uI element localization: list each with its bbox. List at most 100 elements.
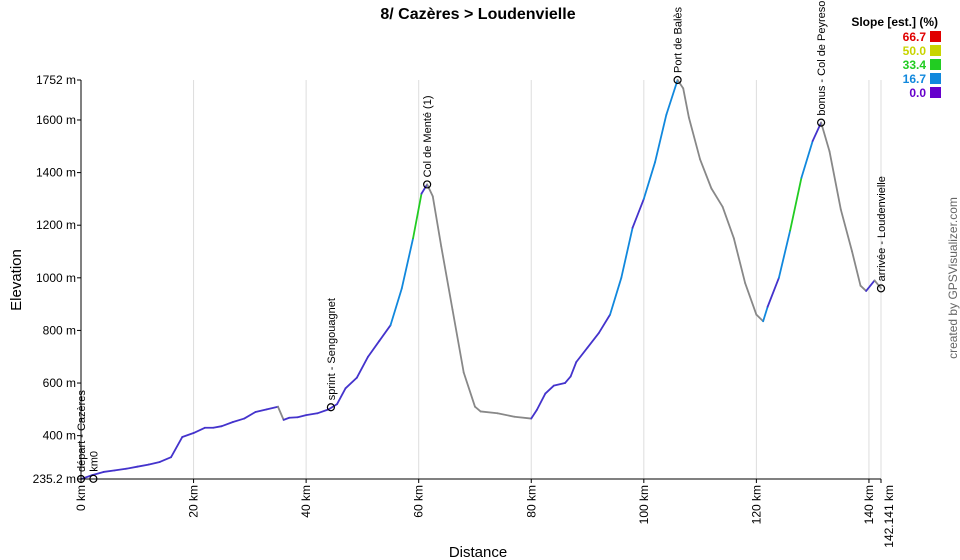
x-tick-label: 0 km xyxy=(74,485,88,511)
profile-segment xyxy=(777,229,792,279)
profile-segment xyxy=(597,313,611,334)
elevation-profile xyxy=(80,79,882,480)
waypoint-label: Col de Menté (1) xyxy=(422,95,434,177)
y-tick-label: 1000 m xyxy=(36,271,76,285)
profile-segment xyxy=(440,245,454,311)
waypoint-marker xyxy=(326,403,335,412)
x-axis-ticks: 0 km 20 km 40 km 60 km 80 km 100 km 120 km 140 … xyxy=(74,479,896,548)
legend-value: 0.0 xyxy=(909,86,926,100)
x-axis-label: Distance xyxy=(449,544,507,560)
waypoint-marker xyxy=(89,474,98,483)
profile-segment xyxy=(181,432,195,438)
profile-segment xyxy=(569,361,578,378)
y-tick-label: 235.2 m xyxy=(33,472,76,486)
profile-segment xyxy=(474,405,482,413)
waypoint-marker xyxy=(423,180,432,189)
profile-segment xyxy=(412,192,423,240)
profile-segment xyxy=(80,474,94,480)
legend-value: 16.7 xyxy=(903,72,927,86)
profile-segment xyxy=(243,411,257,420)
profile-segment xyxy=(400,237,414,290)
profile-segment xyxy=(800,140,814,179)
y-tick-label: 400 m xyxy=(43,429,76,443)
waypoints: départ - Cazères km0 sprint - Sengouagnet C… xyxy=(76,0,888,484)
waypoint-label: bonus - Col de Peyresourde xyxy=(816,0,828,116)
profile-segment xyxy=(820,121,831,153)
profile-segment xyxy=(277,405,285,421)
profile-segment xyxy=(575,346,589,363)
profile-segment xyxy=(732,237,747,284)
y-tick-label: 800 m xyxy=(43,323,76,337)
legend-title: Slope [est.] (%) xyxy=(851,15,938,29)
profile-segment xyxy=(192,426,206,434)
profile-segment xyxy=(265,405,279,411)
x-tick-label: 140 km xyxy=(862,485,876,524)
waypoint-marker xyxy=(673,75,682,85)
profile-segment xyxy=(451,308,465,374)
profile-segment xyxy=(336,387,347,405)
profile-segment xyxy=(789,176,803,232)
legend-swatch xyxy=(930,59,941,70)
legend-swatch xyxy=(930,45,941,56)
profile-segment xyxy=(552,382,566,387)
profile-segment xyxy=(389,287,403,327)
axes xyxy=(80,80,881,480)
x-tick-label: 40 km xyxy=(299,485,313,518)
profile-segment xyxy=(721,205,735,240)
y-axis-label: Elevation xyxy=(8,249,25,311)
profile-segment xyxy=(296,414,308,419)
profile-segment xyxy=(544,384,555,395)
profile-segment xyxy=(699,158,713,190)
profile-segment xyxy=(535,392,547,411)
legend-swatch xyxy=(930,31,941,42)
profile-segment xyxy=(513,415,533,420)
profile-segment xyxy=(839,208,853,253)
profile-segment xyxy=(367,340,381,358)
profile-segment xyxy=(136,463,150,468)
credit-text: created by GPSVisualizer.com xyxy=(946,197,960,359)
profile-segment xyxy=(710,187,724,208)
profile-segment xyxy=(305,412,319,417)
profile-segment xyxy=(496,412,516,418)
y-tick-label: 1200 m xyxy=(36,218,76,232)
profile-segment xyxy=(113,467,127,472)
waypoint-label: arrivée - Loudenvielle xyxy=(876,176,888,281)
profile-segment xyxy=(91,471,105,477)
profile-segment xyxy=(170,436,184,459)
profile-segment xyxy=(420,183,429,195)
legend-swatch xyxy=(930,87,941,98)
profile-segment xyxy=(873,279,882,290)
profile-segment xyxy=(665,79,679,116)
y-tick-label: 1600 m xyxy=(36,113,76,127)
profile-segment xyxy=(355,355,369,379)
profile-segment xyxy=(431,195,443,248)
profile-segment xyxy=(327,403,338,411)
x-tick-label: 142.141 km xyxy=(882,485,896,548)
profile-segment xyxy=(631,198,645,229)
waypoint-label: Port de Balès xyxy=(673,6,685,73)
waypoint-label: sprint - Sengouagnet xyxy=(326,298,338,400)
x-tick-label: 120 km xyxy=(749,485,763,524)
profile-segment xyxy=(378,324,392,342)
profile-segment xyxy=(220,421,234,428)
profile-segment xyxy=(766,276,780,308)
profile-segment xyxy=(586,332,600,349)
profile-segment xyxy=(620,226,634,279)
x-tick-label: 20 km xyxy=(187,485,201,518)
legend-value: 33.4 xyxy=(903,58,927,72)
profile-segment xyxy=(687,116,702,161)
profile-segment xyxy=(158,456,172,463)
y-tick-label: 600 m xyxy=(43,376,76,390)
profile-segment xyxy=(744,282,758,316)
profile-segment xyxy=(147,461,161,466)
x-tick-label: 100 km xyxy=(637,485,651,524)
profile-segment xyxy=(212,425,223,429)
slope-legend: Slope [est.] (%) 66.750.033.416.70.0 xyxy=(851,15,941,100)
profile-segment xyxy=(125,465,139,470)
x-tick-label: 80 km xyxy=(524,485,538,518)
profile-segment xyxy=(462,371,476,408)
profile-segment xyxy=(676,79,685,90)
y-tick-label: 1752 m xyxy=(36,73,76,87)
profile-segment xyxy=(755,313,765,323)
